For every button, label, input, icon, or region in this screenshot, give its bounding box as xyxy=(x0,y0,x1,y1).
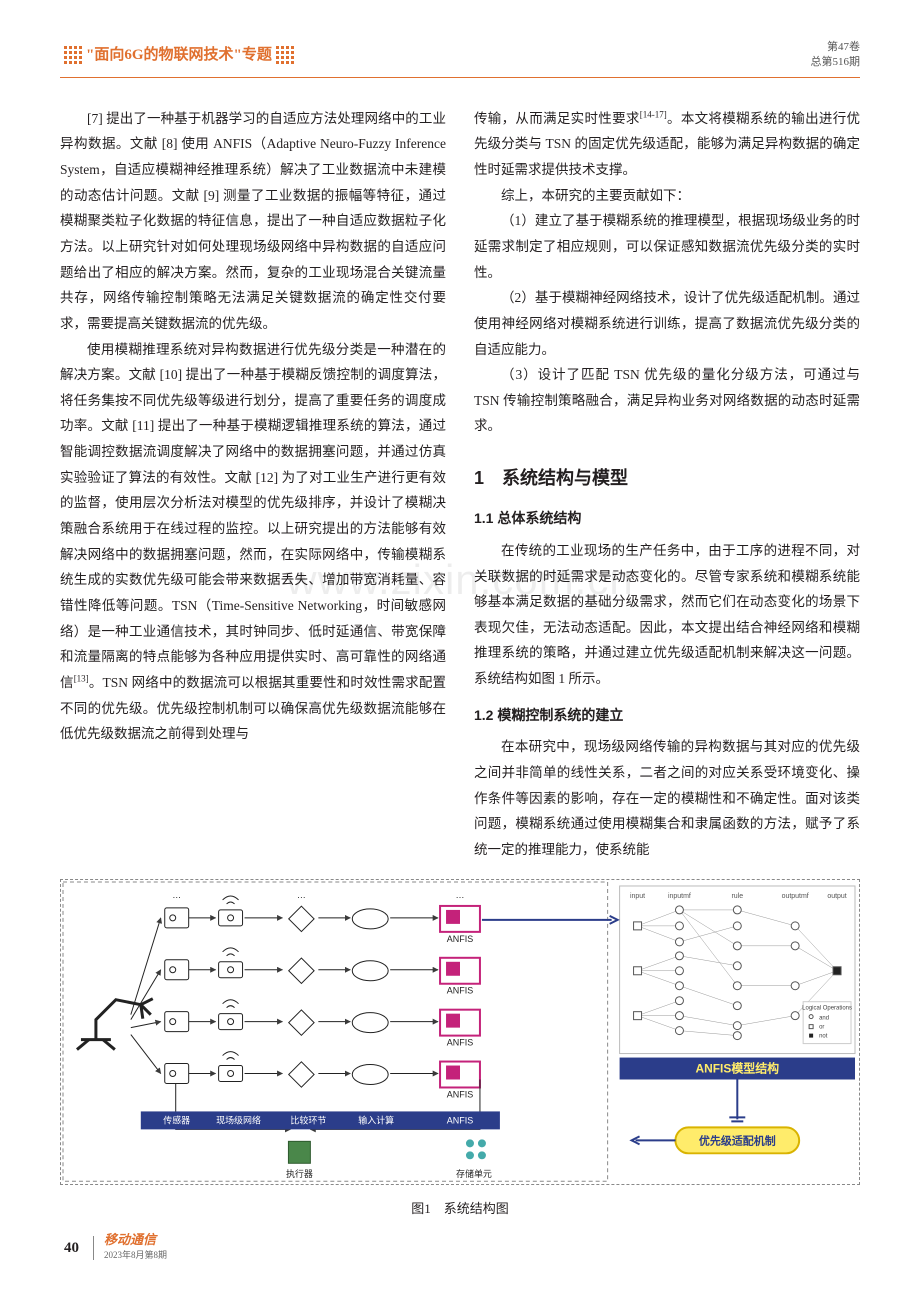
svg-text:or: or xyxy=(819,1024,824,1030)
svg-text:outputmf: outputmf xyxy=(782,892,809,899)
section-1-2-title: 1.2 模糊控制系统的建立 xyxy=(474,702,860,729)
svg-text:传感器: 传感器 xyxy=(163,1114,190,1125)
svg-text:ANFIS: ANFIS xyxy=(447,985,473,995)
figure-1: ANFIS ANFIS ANFIS ANFIS … … … xyxy=(60,879,860,1223)
section-1-2-body: 在本研究中，现场级网络传输的异构数据与其对应的优先级之间并非简单的线性关系，二者… xyxy=(474,734,860,862)
svg-text:现场级网络: 现场级网络 xyxy=(216,1114,261,1125)
page-number: 40 xyxy=(60,1232,83,1265)
section-1-1-title: 1.1 总体系统结构 xyxy=(474,505,860,532)
volume-text: 第47卷 xyxy=(811,40,861,55)
left-para-1: [7] 提出了一种基于机器学习的自适应方法处理网络中的工业异构数据。文献 [8]… xyxy=(60,106,446,337)
body-columns: [7] 提出了一种基于机器学习的自适应方法处理网络中的工业异构数据。文献 [8]… xyxy=(60,106,860,863)
svg-text:…: … xyxy=(172,889,181,899)
svg-text:ANFIS模型结构: ANFIS模型结构 xyxy=(695,1060,779,1075)
right-para-1: 传输，从而满足实时性要求[14-17]。本文将模糊系统的输出进行优先级分类与 T… xyxy=(474,106,860,183)
header-meta: 第47卷 总第516期 xyxy=(811,40,861,71)
svg-text:Logical Operations: Logical Operations xyxy=(802,1005,852,1011)
issue-text: 总第516期 xyxy=(811,55,861,70)
svg-text:not: not xyxy=(819,1033,828,1039)
section-1-1-body: 在传统的工业现场的生产任务中，由于工序的进程不同，对关联数据的时延需求是动态变化… xyxy=(474,538,860,692)
topic-title: "面向6G的物联网技术"专题 xyxy=(60,41,298,70)
contribution-2: （2）基于模糊神经网络技术，设计了优先级适配机制。通过使用神经网络对模糊系统进行… xyxy=(474,285,860,362)
svg-text:输入计算: 输入计算 xyxy=(358,1114,394,1125)
svg-text:input: input xyxy=(630,892,645,899)
figure-svg: ANFIS ANFIS ANFIS ANFIS … … … xyxy=(60,879,860,1185)
page-footer: 40 移动通信 2023年8月第8期 xyxy=(60,1232,860,1265)
svg-text:优先级适配机制: 优先级适配机制 xyxy=(699,1133,776,1147)
svg-text:ANFIS: ANFIS xyxy=(447,1115,473,1125)
figure-caption: 图1 系统结构图 xyxy=(60,1197,860,1222)
footer-date: 2023年8月第8期 xyxy=(104,1247,167,1264)
svg-text:and: and xyxy=(819,1015,829,1021)
svg-text:比较环节: 比较环节 xyxy=(290,1114,326,1125)
left-para-2: 使用模糊推理系统对异构数据进行优先级分类是一种潜在的解决方案。文献 [10] 提… xyxy=(60,337,446,747)
svg-text:inputmf: inputmf xyxy=(668,892,691,899)
svg-text:…: … xyxy=(297,889,306,899)
svg-text:rule: rule xyxy=(731,892,743,899)
left-column: [7] 提出了一种基于机器学习的自适应方法处理网络中的工业异构数据。文献 [8]… xyxy=(60,106,446,863)
svg-text:执行器: 执行器 xyxy=(286,1168,313,1179)
right-column: 传输，从而满足实时性要求[14-17]。本文将模糊系统的输出进行优先级分类与 T… xyxy=(474,106,860,863)
footer-brand: 移动通信 xyxy=(104,1233,167,1247)
svg-text:output: output xyxy=(827,892,846,899)
page-header: "面向6G的物联网技术"专题 第47卷 总第516期 xyxy=(60,40,860,78)
contribution-1: （1）建立了基于模糊系统的推理模型，根据现场级业务的时延需求制定了相应规则，可以… xyxy=(474,208,860,285)
svg-text:ANFIS: ANFIS xyxy=(447,1089,473,1099)
svg-text:ANFIS: ANFIS xyxy=(447,1037,473,1047)
right-para-2: 综上，本研究的主要贡献如下： xyxy=(474,183,860,209)
svg-text:…: … xyxy=(456,889,465,899)
topic-text: "面向6G的物联网技术"专题 xyxy=(86,41,272,70)
svg-text:存储单元: 存储单元 xyxy=(456,1168,492,1179)
contribution-3: （3）设计了匹配 TSN 优先级的量化分级方法，可通过与 TSN 传输控制策略融… xyxy=(474,362,860,439)
section-1-title: 1 系统结构与模型 xyxy=(474,461,860,495)
svg-text:ANFIS: ANFIS xyxy=(447,933,473,943)
